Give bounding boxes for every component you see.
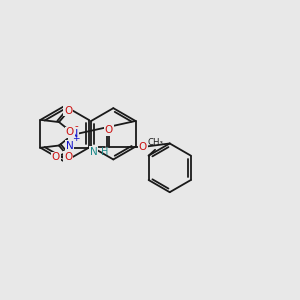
- Text: -: -: [74, 122, 78, 131]
- Text: N: N: [90, 147, 97, 157]
- Text: O: O: [64, 106, 72, 116]
- Text: O: O: [139, 142, 147, 152]
- Text: O: O: [64, 152, 72, 162]
- Text: N: N: [69, 129, 78, 139]
- Text: O: O: [65, 128, 74, 137]
- Text: O: O: [105, 125, 113, 135]
- Text: O: O: [52, 152, 60, 163]
- Text: H: H: [101, 147, 108, 157]
- Text: +: +: [72, 134, 79, 143]
- Text: CH₃: CH₃: [147, 138, 164, 147]
- Text: N: N: [66, 141, 74, 151]
